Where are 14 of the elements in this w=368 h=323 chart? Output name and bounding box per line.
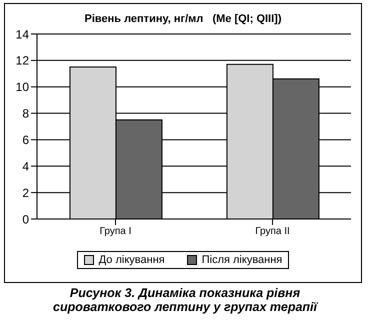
y-tick-label: 14 [16,27,30,42]
y-tick-label: 0 [22,212,30,226]
y-tick-label: 10 [16,80,30,94]
y-tick-label: 2 [22,186,30,200]
y-tick-label: 4 [22,159,30,174]
y-tick-label: 6 [22,132,30,147]
text: Рисунок 3. Динаміка показника рівня сироваткового лептину у групах терапії [52,286,320,314]
x-tick-label: Група I [100,226,132,238]
legend-label: До лікування [98,254,165,266]
x-tick-label: Група II [255,226,290,238]
legend-label: Після лікування [202,254,282,266]
y-tick-label: 8 [22,106,30,121]
y-tick-label: 12 [16,54,30,68]
chart-title: Рівень лептину, нг/мл (Ме [QI; QIII]) [83,13,282,27]
